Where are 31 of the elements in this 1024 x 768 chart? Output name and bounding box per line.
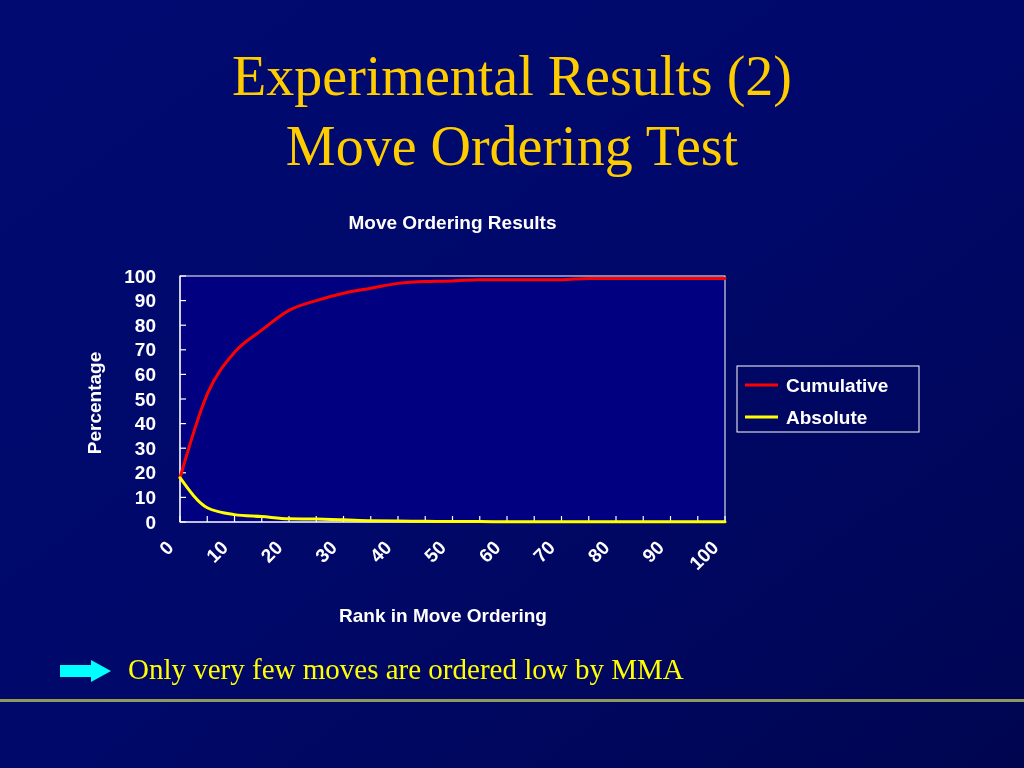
x-tick-label: 10 xyxy=(202,536,233,567)
x-tick-label: 40 xyxy=(365,536,396,567)
y-tick-label: 50 xyxy=(134,388,156,410)
legend-label: Cumulative xyxy=(786,374,889,396)
x-tick-label: 100 xyxy=(685,536,723,574)
y-tick-label: 60 xyxy=(134,364,156,386)
y-tick-label: 100 xyxy=(124,265,156,287)
y-tick-label: 0 xyxy=(145,511,156,533)
x-tick-label: 0 xyxy=(155,536,178,560)
y-tick-label: 90 xyxy=(134,290,156,312)
text: Only very few moves are ordered low by MMA xyxy=(128,653,684,685)
legend-label: Absolute xyxy=(786,406,868,428)
x-axis-title: Rank in Move Ordering xyxy=(339,605,547,626)
x-tick-label: 50 xyxy=(420,536,451,567)
y-axis-title: Percentage xyxy=(84,351,105,455)
chart-subtitle: Move Ordering Test xyxy=(285,115,739,177)
x-tick-label: 70 xyxy=(529,536,560,567)
y-tick-label: 80 xyxy=(134,314,156,336)
x-tick-label: 20 xyxy=(256,536,287,567)
y-tick-label: 20 xyxy=(134,462,156,484)
y-tick-label: 40 xyxy=(134,413,156,435)
y-tick-label: 70 xyxy=(134,339,156,361)
chart-title: Experimental Results (2) xyxy=(232,45,792,108)
x-tick-label: 60 xyxy=(474,536,505,567)
x-tick-label: 80 xyxy=(583,536,614,567)
y-tick-label: 10 xyxy=(134,487,156,509)
x-tick-label: 30 xyxy=(311,536,342,567)
line-series xyxy=(178,276,727,480)
x-tick-label: 90 xyxy=(638,536,669,567)
y-tick-label: 30 xyxy=(134,437,156,459)
text: Move Ordering Results xyxy=(348,212,557,233)
